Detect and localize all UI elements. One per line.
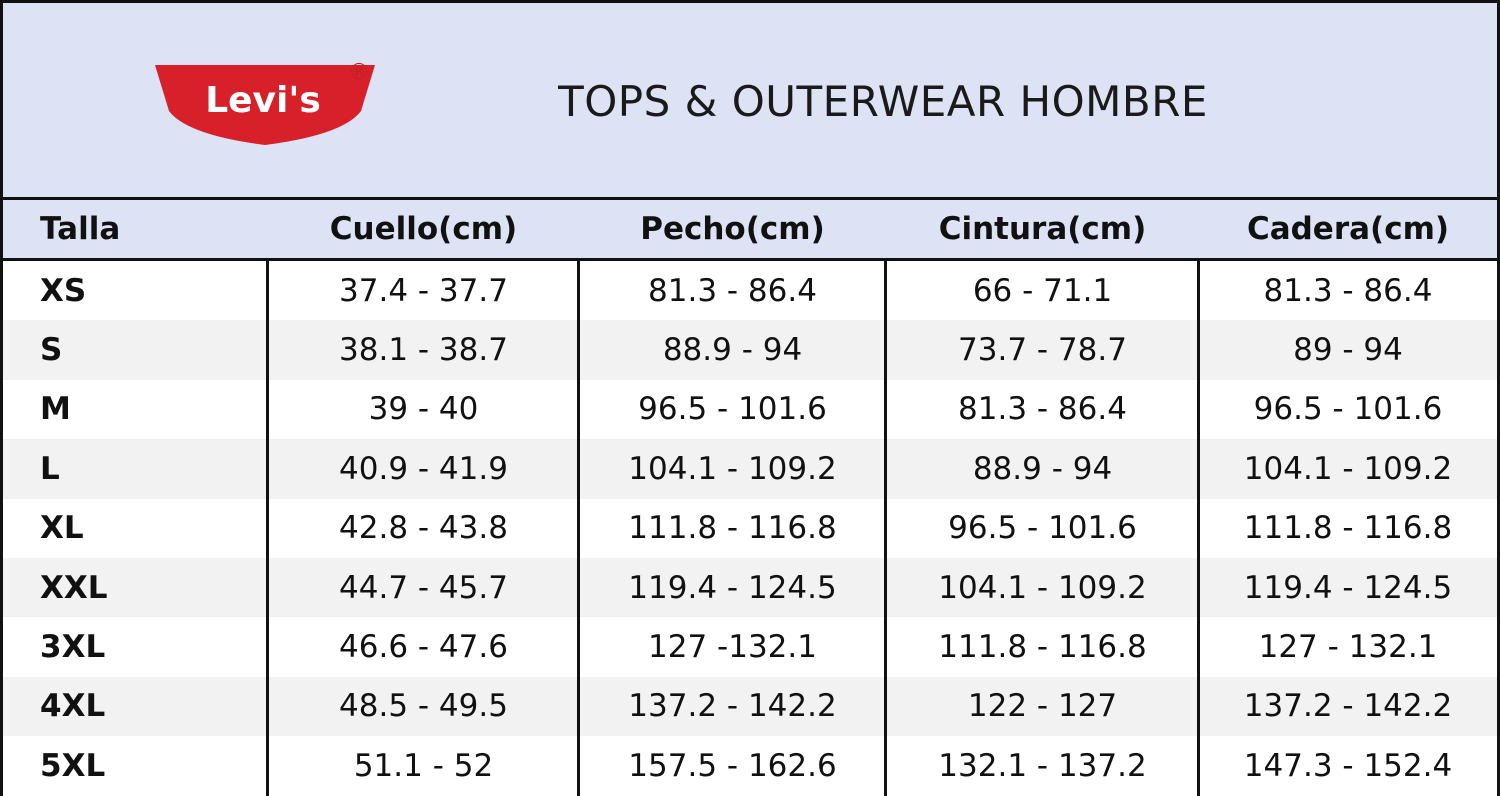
measure-cell: 104.1 - 109.2 — [938, 569, 1147, 606]
column-divider — [884, 261, 887, 796]
measure-cell: 88.9 - 94 — [972, 450, 1113, 487]
measure-cell: 137.2 - 142.2 — [1243, 688, 1453, 725]
measure-cell: 81.3 - 86.4 — [1263, 272, 1433, 309]
size-label: M — [40, 391, 71, 428]
measure-cell: 132.1 - 137.2 — [938, 747, 1147, 784]
table-row: XXL 44.7 - 45.7 119.4 - 124.5 104.1 - 109.2… — [3, 558, 1497, 618]
measure-cell: 51.1 - 52 — [353, 747, 494, 784]
measure-cell: 104.1 - 109.2 — [628, 450, 837, 487]
column-divider — [1197, 261, 1200, 796]
table-row: XS 37.4 - 37.7 81.3 - 86.4 66 - 71.1 81.3 - … — [3, 261, 1497, 321]
measure-cell: 66 - 71.1 — [972, 272, 1113, 309]
logo: Levi's ® — [155, 60, 375, 145]
size-label: 5XL — [40, 747, 106, 784]
measure-cell: 157.5 - 162.6 — [628, 747, 837, 784]
measure-cell: 81.3 - 86.4 — [958, 391, 1127, 428]
table-row: S 38.1 - 38.7 88.9 - 94 73.7 - 78.7 89 - 94 — [3, 320, 1497, 380]
table-row: 4XL 48.5 - 49.5 137.2 - 142.2 122 - 127 137.… — [3, 676, 1497, 737]
table-row: M 39 - 40 96.5 - 101.6 81.3 - 86.4 96.5 - 10… — [3, 379, 1497, 440]
logo-batwing — [155, 65, 375, 145]
title: TOPS & OUTERWEAR HOMBRE — [558, 77, 1208, 126]
measure-cell: 44.7 - 45.7 — [339, 569, 508, 606]
table-header: Talla Cuello(cm) Pecho(cm) Cintura(cm) Cader… — [3, 200, 1497, 261]
measure-cell: 127 -132.1 — [648, 629, 817, 666]
measure-cell: 89 - 94 — [1293, 332, 1403, 369]
size-label: XS — [40, 272, 87, 309]
measure-cell: 111.8 - 116.8 — [628, 510, 837, 547]
measure-cell: 96.5 - 101.6 — [1253, 391, 1443, 428]
table-row: L 40.9 - 41.9 104.1 - 109.2 88.9 - 94 104.1 … — [3, 439, 1497, 499]
measure-cell: 81.3 - 86.4 — [648, 272, 817, 309]
column-header: Cintura(cm) — [938, 211, 1147, 247]
measure-cell: 122 - 127 — [967, 688, 1118, 725]
size-label: XL — [40, 510, 84, 547]
measure-cell: 111.8 - 116.8 — [938, 629, 1147, 666]
measure-cell: 40.9 - 41.9 — [339, 450, 508, 487]
measure-cell: 88.9 - 94 — [662, 332, 803, 369]
measure-cell: 111.8 - 116.8 — [1243, 510, 1453, 547]
measure-cell: 73.7 - 78.7 — [958, 332, 1127, 369]
size-label: S — [40, 332, 63, 369]
logo-mark: ® — [348, 60, 370, 85]
measure-cell: 127 - 132.1 — [1258, 629, 1438, 666]
measure-cell: 119.4 - 124.5 — [628, 569, 837, 606]
table-row: 3XL 46.6 - 47.6 127 -132.1 111.8 - 116.8 127… — [3, 617, 1497, 677]
measure-cell: 96.5 - 101.6 — [948, 510, 1137, 547]
logo-text: Levi's — [205, 80, 321, 121]
measure-cell: 37.4 - 37.7 — [339, 272, 508, 309]
table-row: XL 42.8 - 43.8 111.8 - 116.8 96.5 - 101.6 11… — [3, 498, 1497, 558]
measure-cell: 104.1 - 109.2 — [1243, 450, 1453, 487]
size-label: 3XL — [40, 629, 106, 666]
column-divider — [266, 261, 269, 796]
column-header: Cuello(cm) — [329, 211, 518, 247]
measure-cell: 48.5 - 49.5 — [339, 688, 508, 725]
measure-cell: 39 - 40 — [368, 391, 479, 428]
measure-cell: 46.6 - 47.6 — [339, 629, 508, 666]
measure-cell: 147.3 - 152.4 — [1243, 747, 1453, 784]
column-header: Cadera(cm) — [1246, 211, 1450, 247]
column-header: Talla — [40, 211, 121, 247]
column-header: Pecho(cm) — [640, 211, 825, 247]
size-label: XXL — [40, 569, 108, 606]
measure-cell: 96.5 - 101.6 — [638, 391, 827, 428]
size-label: L — [40, 450, 60, 487]
size-label: 4XL — [40, 688, 106, 725]
column-divider — [577, 261, 580, 796]
measure-cell: 119.4 - 124.5 — [1243, 569, 1453, 606]
measure-cell: 38.1 - 38.7 — [339, 332, 508, 369]
measure-cell: 137.2 - 142.2 — [628, 688, 837, 725]
header: Levi's ® TOPS & OUTERWEAR HOMBRE — [3, 3, 1497, 200]
measure-cell: 42.8 - 43.8 — [339, 510, 508, 547]
table-row: 5XL 51.1 - 52 157.5 - 162.6 132.1 - 137.2 14… — [3, 736, 1497, 796]
